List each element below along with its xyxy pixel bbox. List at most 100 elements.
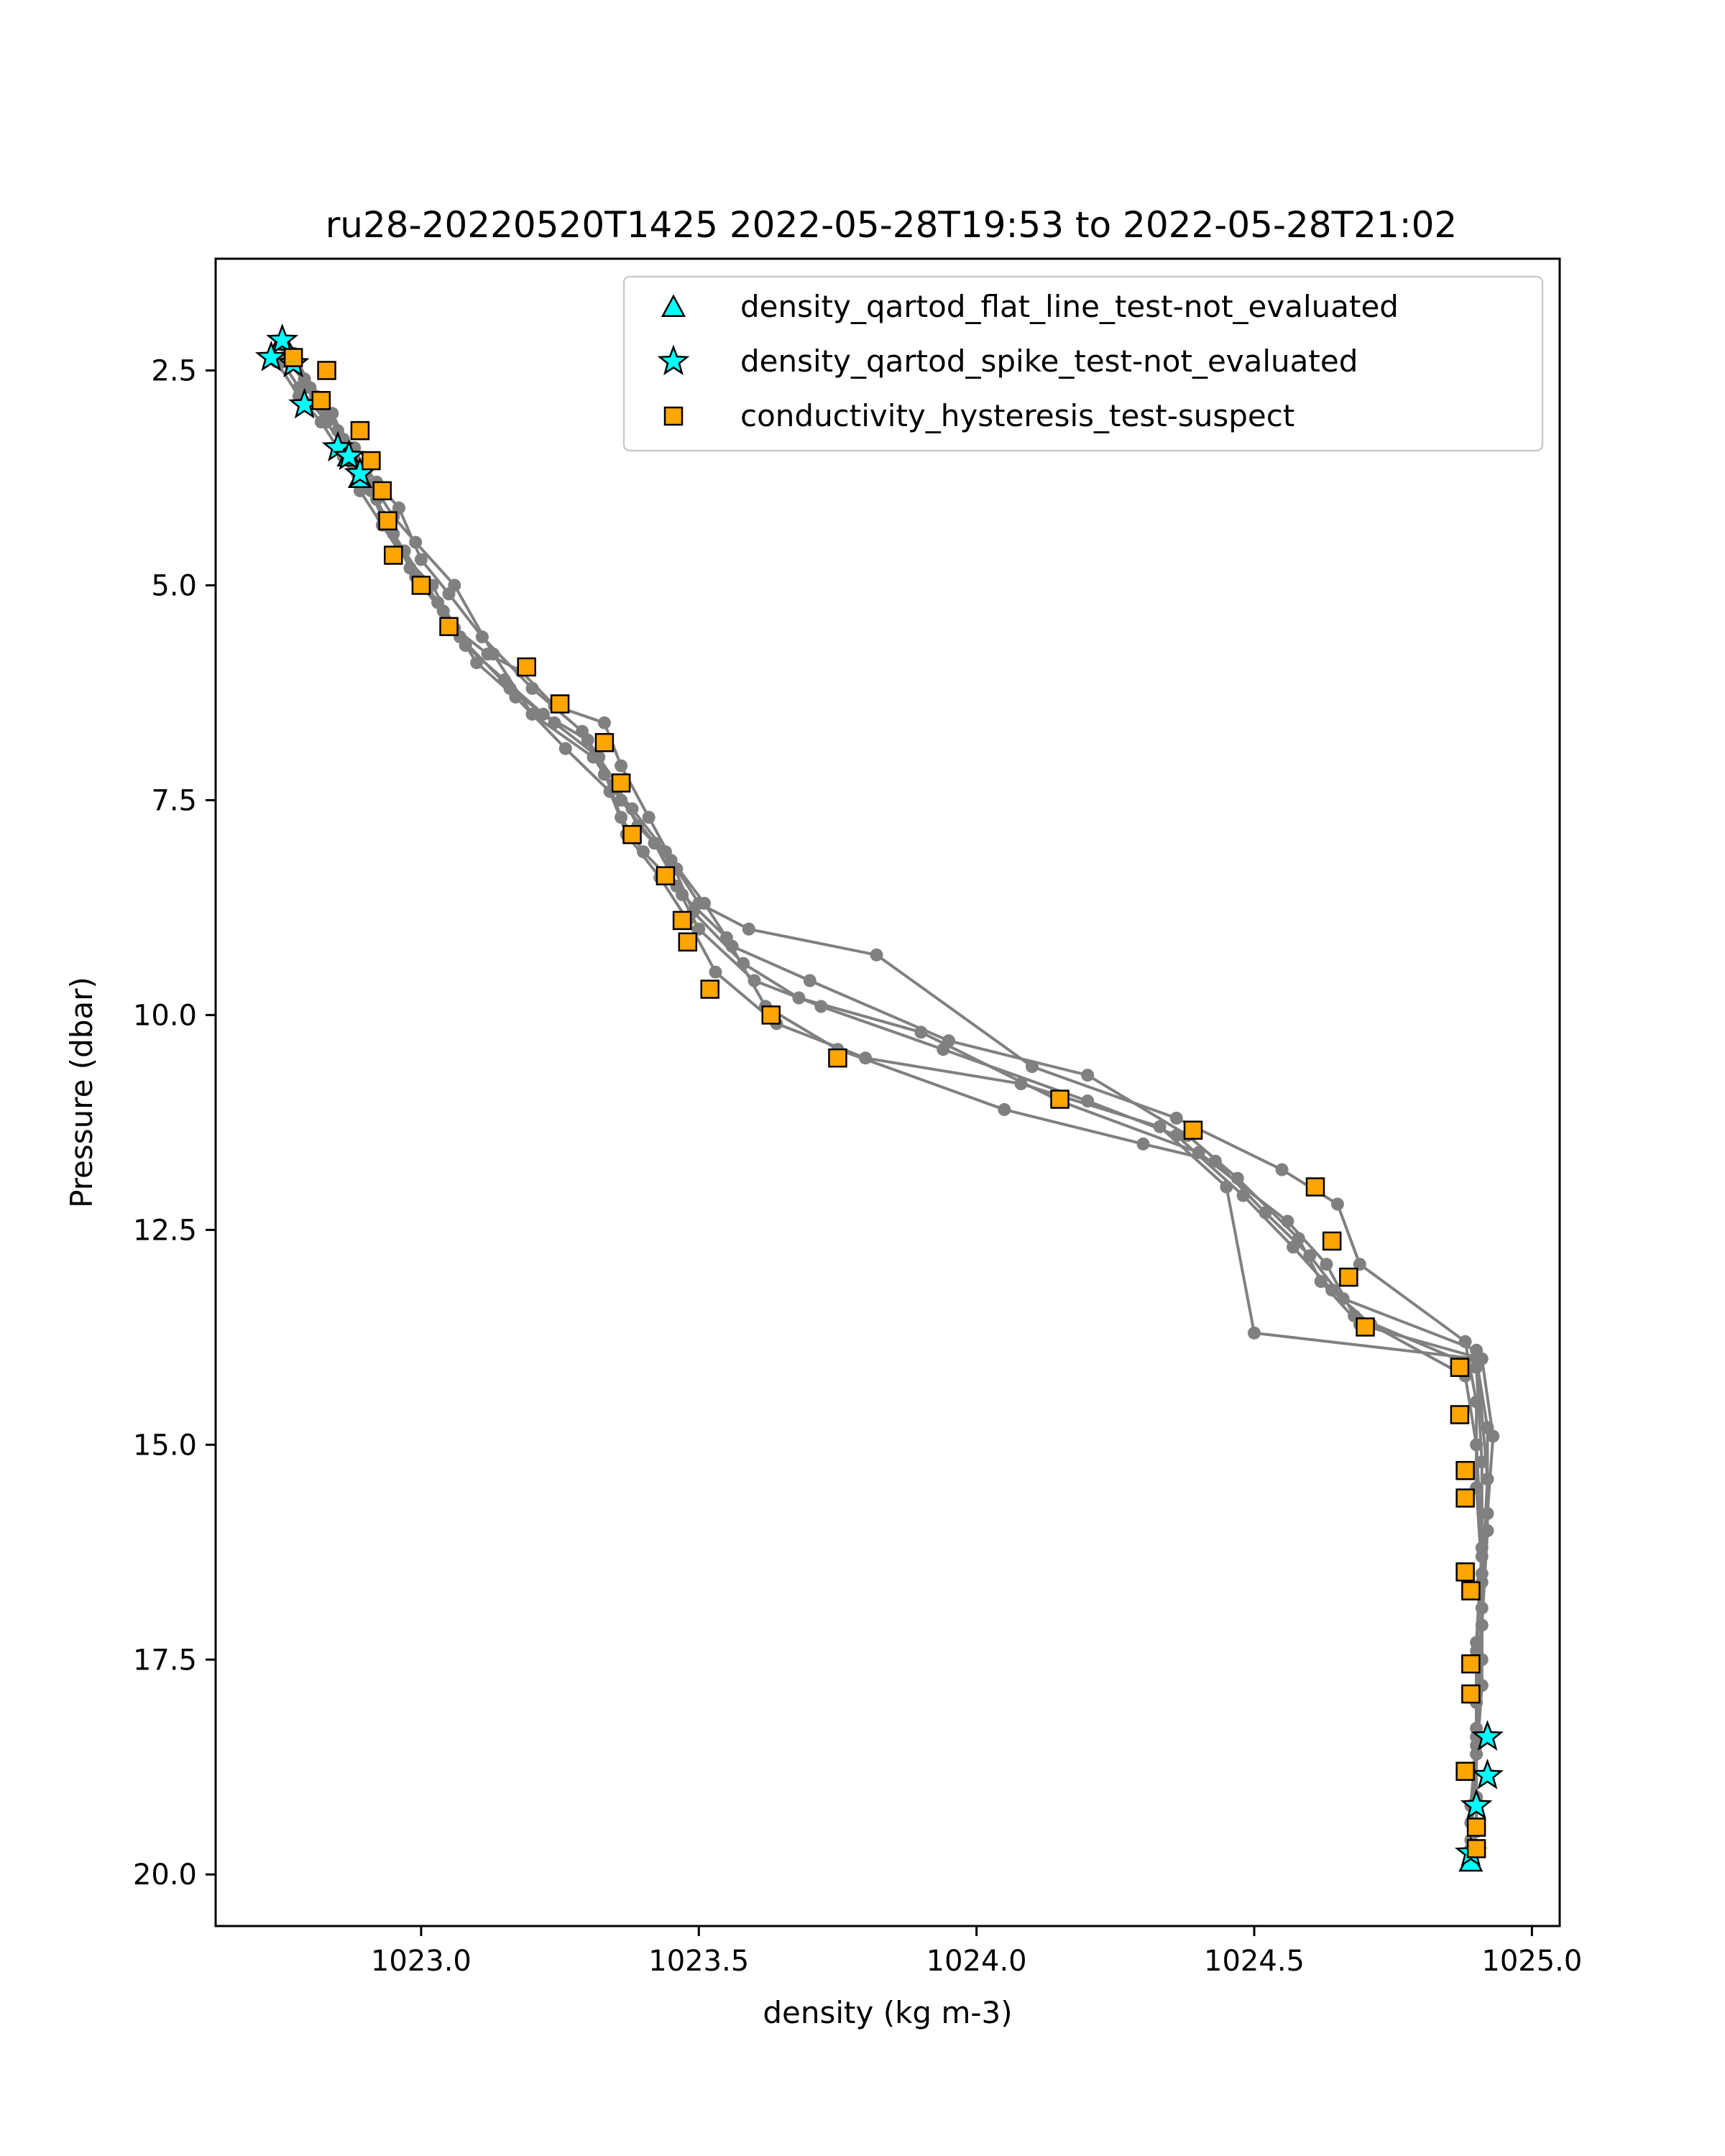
profile-point bbox=[525, 681, 539, 695]
square-marker bbox=[761, 1005, 781, 1025]
profile-point bbox=[592, 750, 606, 764]
profile-point bbox=[1236, 1189, 1250, 1202]
star-marker bbox=[266, 323, 299, 354]
square-marker bbox=[311, 391, 331, 410]
square-marker bbox=[362, 451, 381, 471]
profile-point bbox=[637, 845, 650, 859]
profile-point bbox=[1470, 1636, 1484, 1649]
profile-point bbox=[1303, 1249, 1317, 1263]
square-marker bbox=[372, 481, 392, 501]
profile-point bbox=[719, 931, 733, 944]
profile-point bbox=[1025, 1060, 1039, 1074]
profile-point bbox=[692, 922, 706, 936]
profile-point bbox=[648, 837, 661, 850]
profile-point bbox=[448, 579, 461, 592]
profile-point bbox=[937, 1043, 950, 1056]
profile-point bbox=[503, 681, 517, 695]
profile-point bbox=[1259, 1206, 1272, 1220]
profile-point bbox=[1475, 1455, 1489, 1469]
profile-point bbox=[1470, 1438, 1484, 1452]
profile-point bbox=[1314, 1275, 1328, 1289]
profile-point bbox=[1481, 1473, 1494, 1486]
profile-point bbox=[1470, 1395, 1484, 1409]
profile-point bbox=[1081, 1069, 1095, 1082]
profile-point bbox=[1081, 1095, 1095, 1107]
square-marker bbox=[1466, 1839, 1486, 1858]
square-marker bbox=[411, 576, 431, 595]
profile-point bbox=[1470, 1343, 1484, 1357]
square-marker bbox=[1339, 1267, 1358, 1287]
profile-point bbox=[998, 1102, 1011, 1116]
profile-point bbox=[536, 707, 550, 721]
x-tick-label: 1024.5 bbox=[1204, 1945, 1305, 1978]
profile-point bbox=[558, 742, 572, 755]
star-marker bbox=[1460, 1789, 1493, 1820]
y-axis: 2.5 5.0 7.5 10.0 12.5 15.0 17.5 20.0 bbox=[133, 354, 216, 1892]
profile-point bbox=[475, 630, 489, 644]
square-marker bbox=[1455, 1460, 1475, 1480]
y-axis-label: Pressure (dbar) bbox=[64, 977, 99, 1208]
chart-title: ru28-20220520T1425 2022-05-28T19:53 to 2… bbox=[326, 204, 1458, 246]
profile-point bbox=[642, 811, 656, 824]
profile-point bbox=[1153, 1120, 1167, 1133]
x-tick-label: 1024.0 bbox=[926, 1945, 1027, 1978]
profile-point bbox=[1230, 1171, 1244, 1185]
square-marker bbox=[594, 733, 615, 752]
profile-point bbox=[1353, 1258, 1366, 1271]
y-tick-label: 20.0 bbox=[133, 1858, 197, 1892]
profile-point bbox=[1208, 1154, 1222, 1168]
y-tick-label: 17.5 bbox=[133, 1644, 197, 1677]
profile-point bbox=[1136, 1137, 1150, 1151]
square-marker bbox=[1450, 1405, 1470, 1424]
y-tick-label: 5.0 bbox=[151, 569, 197, 602]
profile-point bbox=[1325, 1284, 1339, 1297]
square-marker bbox=[828, 1048, 847, 1068]
legend: density_qartod_flat_line_test-not_evalua… bbox=[622, 275, 1544, 452]
profile-point bbox=[1458, 1335, 1472, 1348]
profile-point bbox=[436, 604, 450, 618]
profile-point bbox=[1248, 1326, 1261, 1340]
profile-point bbox=[803, 974, 816, 987]
square-marker bbox=[611, 773, 631, 793]
profile-point bbox=[1281, 1215, 1294, 1228]
profile-point bbox=[414, 553, 428, 566]
profile-point bbox=[1192, 1146, 1205, 1159]
profile-point bbox=[698, 896, 711, 910]
profile-point bbox=[625, 802, 639, 816]
profile-point bbox=[870, 948, 883, 962]
square-marker bbox=[378, 511, 397, 530]
profile-point bbox=[1481, 1507, 1494, 1520]
square-marker bbox=[700, 980, 719, 999]
profile-point bbox=[615, 811, 628, 824]
y-tick-label: 15.0 bbox=[133, 1429, 197, 1462]
legend-label: density_qartod_flat_line_test-not_evalua… bbox=[740, 289, 1399, 324]
square-marker bbox=[1461, 1684, 1481, 1704]
square-marker bbox=[350, 420, 370, 441]
square-marker bbox=[1461, 1654, 1481, 1674]
profile-point bbox=[1169, 1128, 1183, 1142]
profile-point bbox=[403, 561, 417, 575]
square-marker bbox=[656, 866, 676, 885]
square-marker bbox=[1461, 1581, 1481, 1600]
square-marker bbox=[550, 694, 570, 714]
y-tick-label: 12.5 bbox=[133, 1214, 197, 1247]
profile-point bbox=[487, 648, 500, 661]
square-marker bbox=[1455, 1488, 1475, 1508]
profile-point bbox=[1287, 1240, 1300, 1254]
profile-point bbox=[748, 974, 761, 987]
square-marker bbox=[384, 545, 403, 565]
square-marker bbox=[678, 932, 698, 952]
profile-point bbox=[1475, 1601, 1489, 1615]
legend-label: density_qartod_spike_test-not_evaluated bbox=[740, 344, 1358, 379]
square-marker bbox=[1455, 1562, 1475, 1582]
profile-point bbox=[576, 724, 589, 738]
square-marker bbox=[1305, 1177, 1325, 1197]
star-marker bbox=[254, 340, 288, 372]
profile-point bbox=[1481, 1524, 1494, 1537]
profile-point bbox=[470, 656, 484, 670]
qc-markers bbox=[254, 323, 1504, 1872]
profile-point bbox=[1475, 1541, 1489, 1554]
profile-line-3 bbox=[292, 352, 1489, 1823]
profile-point bbox=[525, 707, 539, 721]
